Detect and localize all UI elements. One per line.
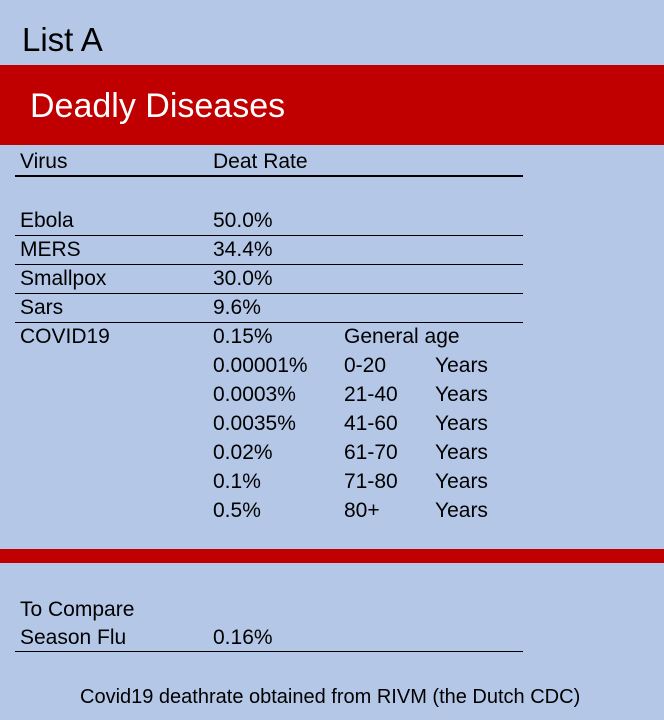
breakdown-cell: 0.0003%: [213, 383, 296, 406]
title: List A: [22, 21, 103, 58]
header-cell: Virus: [20, 150, 68, 173]
breakdown-cell: 0.00001%: [213, 354, 308, 377]
table-cell: COVID19: [20, 325, 110, 348]
breakdown-cell: Years: [435, 383, 488, 406]
breakdown-cell: 71-80: [344, 470, 398, 493]
table-cell: General age: [344, 325, 460, 348]
table-cell: MERS: [20, 238, 81, 261]
breakdown-cell: Years: [435, 499, 488, 522]
table-cell: 34.4%: [213, 238, 273, 261]
breakdown-cell: 0.1%: [213, 470, 261, 493]
breakdown-cell: 0.5%: [213, 499, 261, 522]
table-cell: 0.15%: [213, 325, 273, 348]
breakdown-cell: 0.02%: [213, 441, 273, 464]
table-cell: Smallpox: [20, 267, 107, 290]
breakdown-cell: 0.0035%: [213, 412, 296, 435]
header-cell: Deat Rate: [213, 150, 308, 173]
breakdown-cell: 80+: [344, 499, 380, 522]
breakdown-cell: 0-20: [344, 354, 387, 377]
compare-name: Season Flu: [20, 626, 127, 649]
row-rule: [15, 235, 523, 236]
breakdown-cell: 61-70: [344, 441, 398, 464]
table-cell: Ebola: [20, 209, 74, 232]
breakdown-cell: Years: [435, 412, 488, 435]
row-rule: [15, 651, 523, 652]
breakdown-cell: Years: [435, 354, 488, 377]
breakdown-cell: 21-40: [344, 383, 398, 406]
footnote: Covid19 deathrate obtained from RIVM (th…: [80, 686, 581, 708]
breakdown-cell: Years: [435, 441, 488, 464]
row-rule: [15, 264, 523, 265]
header-rule: [15, 175, 523, 177]
row-rule: [15, 293, 523, 294]
compare-rate: 0.16%: [213, 626, 273, 649]
breakdown-cell: 41-60: [344, 412, 398, 435]
table-cell: 30.0%: [213, 267, 273, 290]
table-cell: 9.6%: [213, 296, 261, 319]
banner: Deadly Diseases: [0, 65, 664, 145]
divider: [0, 549, 664, 563]
compare-heading: To Compare: [20, 598, 135, 621]
row-rule: [15, 322, 523, 323]
table-cell: Sars: [20, 296, 64, 319]
table-cell: 50.0%: [213, 209, 273, 232]
banner-text: Deadly Diseases: [30, 87, 286, 125]
breakdown-cell: Years: [435, 470, 488, 493]
